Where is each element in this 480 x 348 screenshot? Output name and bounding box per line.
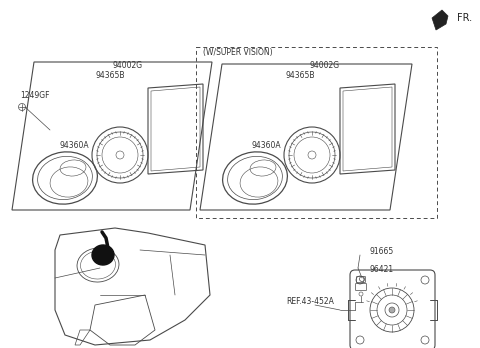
Polygon shape (432, 10, 448, 30)
Text: 1249GF: 1249GF (20, 92, 49, 101)
Text: 94365B: 94365B (285, 71, 315, 80)
Text: FR.: FR. (457, 13, 472, 23)
Text: 94360A: 94360A (60, 141, 90, 150)
Text: 94002G: 94002G (310, 61, 340, 70)
Text: (W/SUPER VISION): (W/SUPER VISION) (203, 47, 273, 56)
Text: 94365B: 94365B (95, 71, 125, 80)
Text: 96421: 96421 (370, 266, 394, 275)
Text: 91665: 91665 (370, 247, 394, 256)
Text: 94002G: 94002G (113, 61, 143, 70)
Text: 94360A: 94360A (252, 141, 282, 150)
Circle shape (389, 307, 395, 313)
Ellipse shape (92, 245, 114, 265)
Text: REF.43-452A: REF.43-452A (286, 298, 334, 307)
